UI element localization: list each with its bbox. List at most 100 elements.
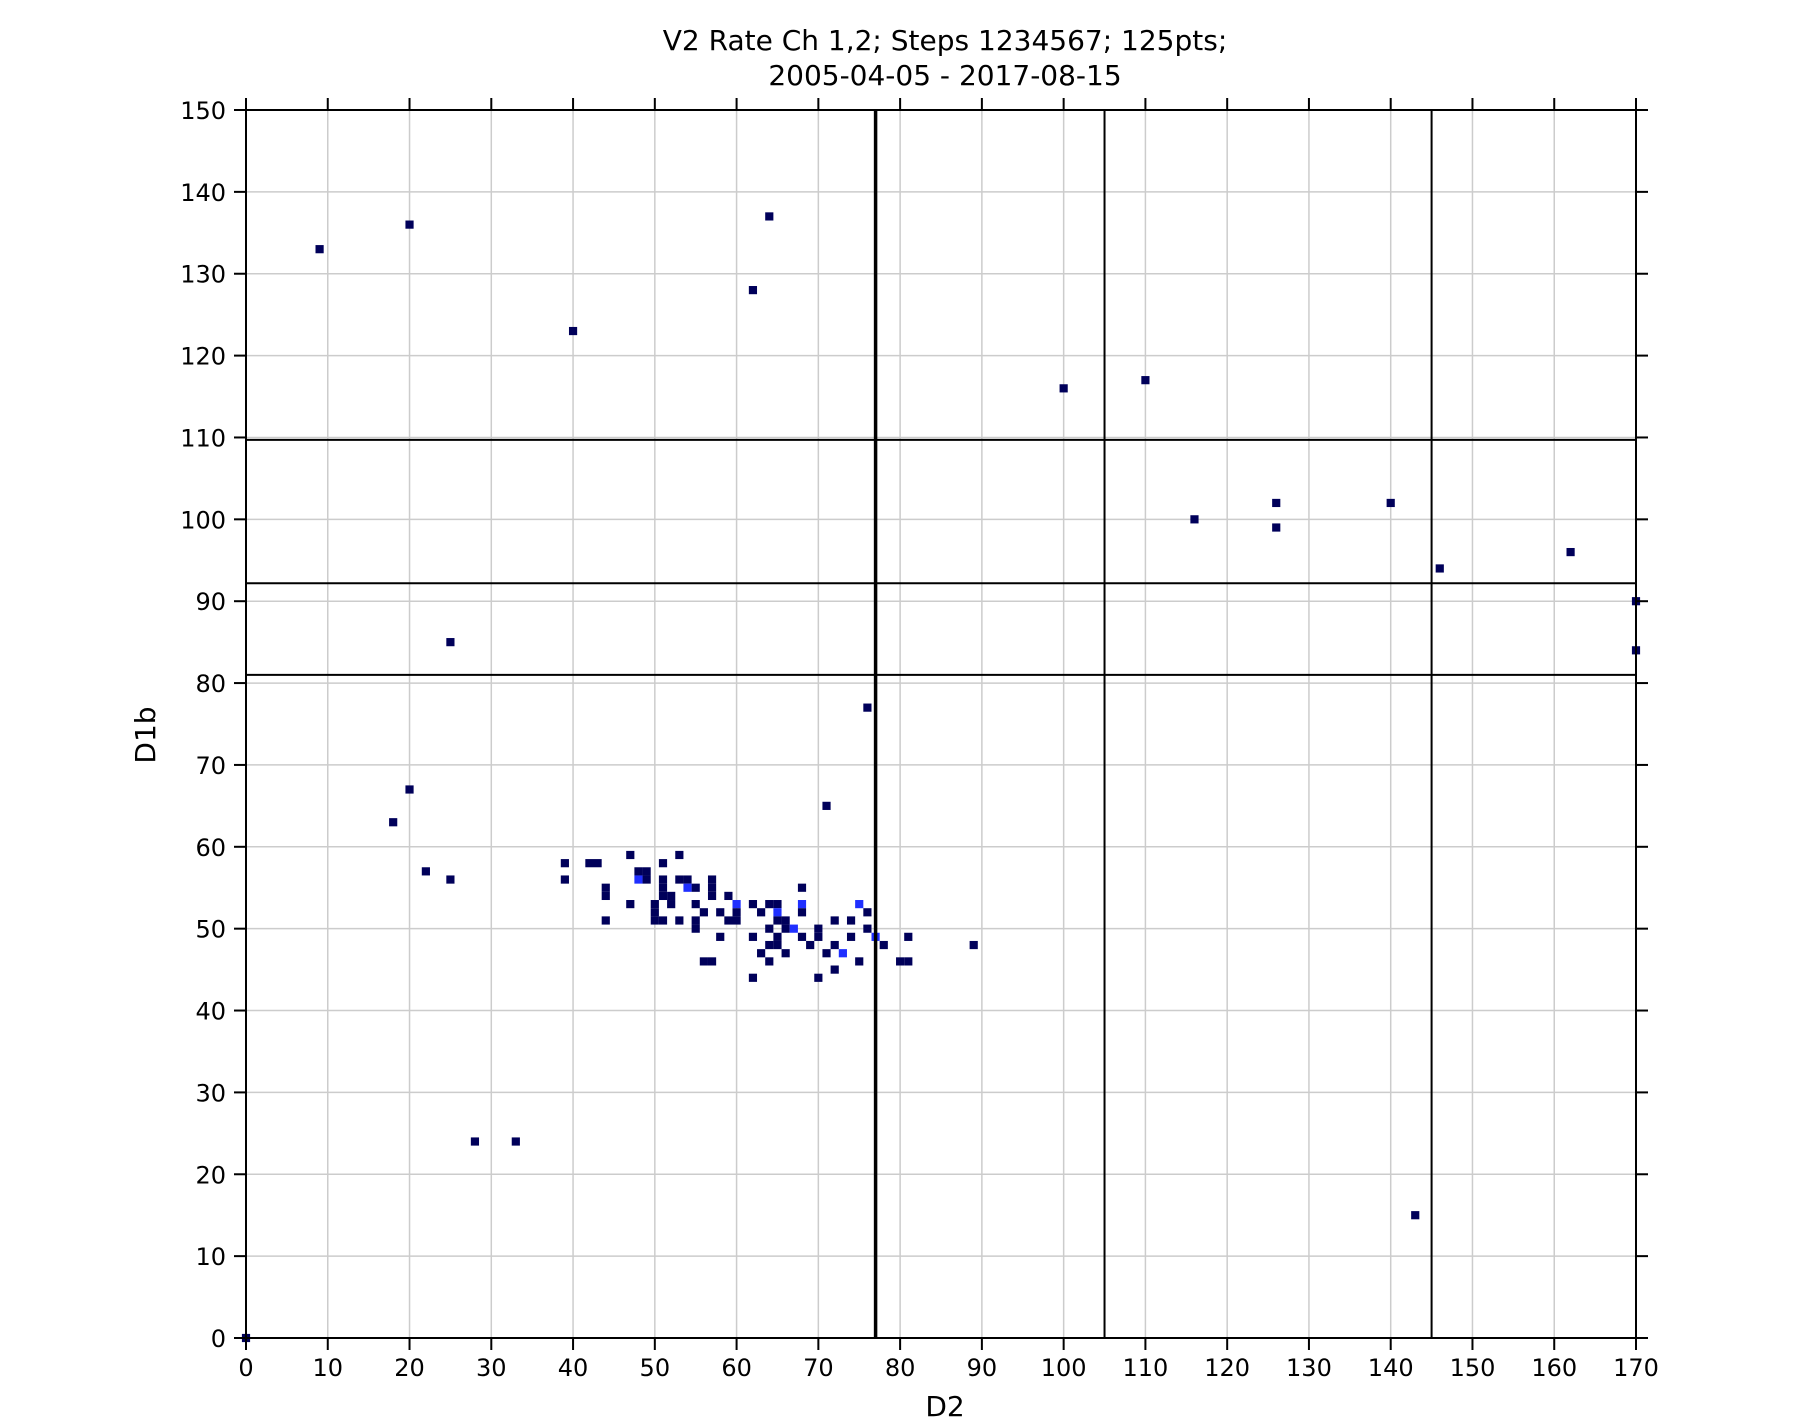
data-cell [830,965,839,974]
data-cell [683,883,692,892]
data-cell [797,932,807,941]
data-cell [724,891,733,901]
x-tick-label: 120 [1204,1354,1250,1382]
x-tick-label: 110 [1123,1354,1169,1382]
reference-lines [246,110,1636,1338]
data-cell [904,957,913,966]
data-cell [560,859,569,868]
data-cell [716,932,725,941]
y-tick-label: 150 [180,97,226,125]
data-cell [658,859,668,868]
data-cell [781,916,790,925]
data-cell [1059,384,1068,393]
data-cell [765,212,774,221]
data-cell [1435,564,1444,573]
x-tick-label: 80 [885,1354,916,1382]
y-tick-label: 10 [195,1243,226,1271]
data-cell [773,940,782,950]
x-tick-label: 170 [1613,1354,1659,1382]
x-axis-label: D2 [925,1390,964,1423]
data-cell [846,916,856,925]
data-cell [626,850,635,860]
y-tick-label: 90 [195,588,226,616]
y-tick-label: 50 [195,916,226,944]
data-cell [781,924,790,933]
data-cell [667,891,676,901]
data-cell [626,900,635,909]
data-cell [658,875,668,884]
data-cell [846,932,856,941]
data-cell [405,220,414,229]
data-cell [748,932,758,941]
data-cell [446,875,455,884]
data-cell [642,875,651,884]
y-tick-label: 140 [180,179,226,207]
x-tick-label: 130 [1286,1354,1332,1382]
data-cell [765,900,774,909]
data-cell [797,883,807,892]
data-cell [658,883,668,892]
data-cell [773,932,782,941]
data-cell [1190,515,1199,524]
y-tick-label: 20 [195,1161,226,1189]
data-cell [797,900,807,909]
data-cell [470,1137,480,1146]
data-cell [732,908,741,917]
data-cell [691,883,700,892]
data-cell [724,916,733,925]
data-cell [691,924,700,933]
data-cell [748,286,758,295]
data-cell [568,326,578,336]
x-tick-label: 160 [1531,1354,1577,1382]
x-tick-label: 30 [476,1354,507,1382]
y-tick-label: 70 [195,752,226,780]
data-cell [707,891,717,901]
data-cell [830,916,839,925]
data-cell [838,949,847,958]
x-tick-label: 20 [394,1354,425,1382]
y-tick-label: 120 [180,343,226,371]
data-cell [748,973,758,982]
data-cell [691,916,700,925]
data-cell [789,924,798,933]
data-cell [879,940,888,950]
data-cell [773,916,782,925]
data-cell [421,867,430,876]
data-cell [675,875,684,884]
data-cell [675,850,684,860]
plot-frame [245,109,1637,1339]
y-axis-label: D1b [129,706,162,763]
data-cell [585,859,594,868]
data-cell [814,973,823,982]
y-tick-label: 100 [180,506,226,534]
x-tick-label: 150 [1450,1354,1496,1382]
data-cell [732,900,741,909]
data-cell [822,801,831,810]
data-cell [1272,498,1281,508]
data-cell [781,949,790,958]
x-tick-label: 50 [640,1354,671,1382]
x-tick-label: 100 [1041,1354,1087,1382]
chart-title-line1: V2 Rate Ch 1,2; Steps 1234567; 125pts; [663,24,1228,57]
data-cell [1141,376,1150,385]
x-tick-label: 70 [803,1354,834,1382]
data-cell [748,900,758,909]
data-cell [699,908,708,917]
grid [245,109,1637,1339]
data-cell [446,638,455,647]
data-cell [560,875,569,884]
data-cell [699,957,708,966]
data-cell [405,785,414,794]
data-cell [601,916,610,925]
data-cell [1272,523,1281,532]
data-cell [315,245,324,254]
y-tick-label: 30 [195,1079,226,1107]
data-cell [1566,547,1575,557]
x-tick-label: 140 [1368,1354,1414,1382]
data-cell [634,875,643,884]
data-cell [511,1137,520,1146]
data-cell [855,900,864,909]
x-tick-label: 90 [967,1354,998,1382]
data-cell [863,703,872,712]
